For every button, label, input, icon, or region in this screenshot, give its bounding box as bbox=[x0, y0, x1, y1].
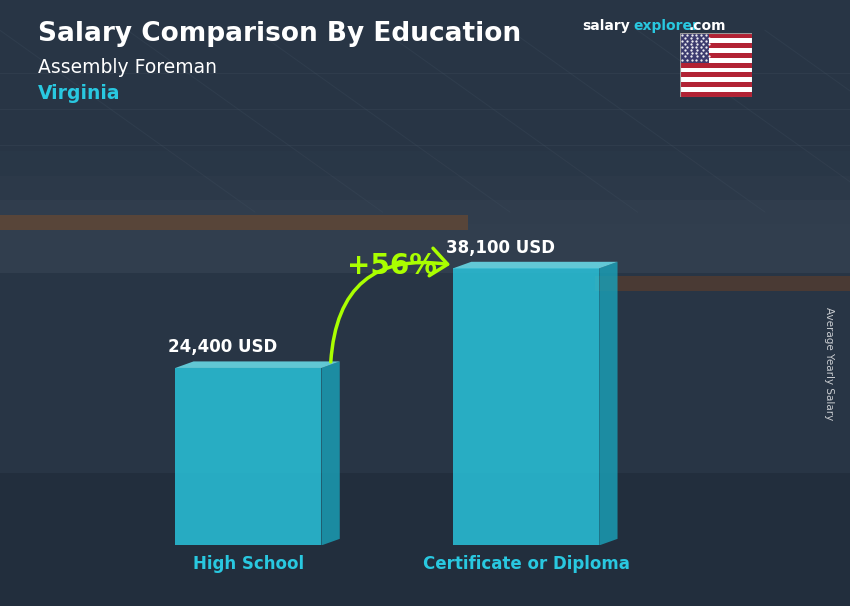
Bar bbox=[680, 33, 709, 62]
Text: +56%: +56% bbox=[347, 252, 437, 280]
FancyArrowPatch shape bbox=[331, 248, 448, 362]
Bar bbox=[680, 33, 752, 38]
Bar bbox=[0, 103, 850, 176]
Polygon shape bbox=[599, 262, 617, 545]
Bar bbox=[0, 215, 468, 230]
Bar bbox=[453, 268, 599, 545]
Text: Salary Comparison By Education: Salary Comparison By Education bbox=[38, 21, 521, 47]
Text: explorer: explorer bbox=[633, 19, 699, 33]
Bar bbox=[680, 53, 752, 58]
Bar bbox=[0, 473, 850, 606]
Bar bbox=[680, 92, 752, 97]
Bar bbox=[595, 276, 850, 291]
Text: Virginia: Virginia bbox=[38, 84, 121, 102]
Bar bbox=[680, 87, 752, 92]
Bar bbox=[680, 58, 752, 62]
Bar bbox=[680, 68, 752, 73]
Text: Average Yearly Salary: Average Yearly Salary bbox=[824, 307, 834, 420]
Bar bbox=[0, 200, 850, 273]
Text: 24,400 USD: 24,400 USD bbox=[168, 338, 277, 356]
Text: salary: salary bbox=[582, 19, 630, 33]
Text: Assembly Foreman: Assembly Foreman bbox=[38, 58, 218, 76]
Bar bbox=[680, 82, 752, 87]
Polygon shape bbox=[453, 262, 617, 268]
Bar bbox=[175, 368, 321, 545]
Bar bbox=[0, 152, 850, 224]
Bar bbox=[680, 78, 752, 82]
Bar bbox=[680, 62, 752, 68]
Bar bbox=[680, 43, 752, 48]
Bar bbox=[680, 73, 752, 78]
Bar bbox=[680, 38, 752, 43]
Text: 38,100 USD: 38,100 USD bbox=[445, 239, 555, 257]
Polygon shape bbox=[321, 361, 340, 545]
Polygon shape bbox=[175, 361, 340, 368]
Text: .com: .com bbox=[688, 19, 726, 33]
Bar bbox=[680, 48, 752, 53]
